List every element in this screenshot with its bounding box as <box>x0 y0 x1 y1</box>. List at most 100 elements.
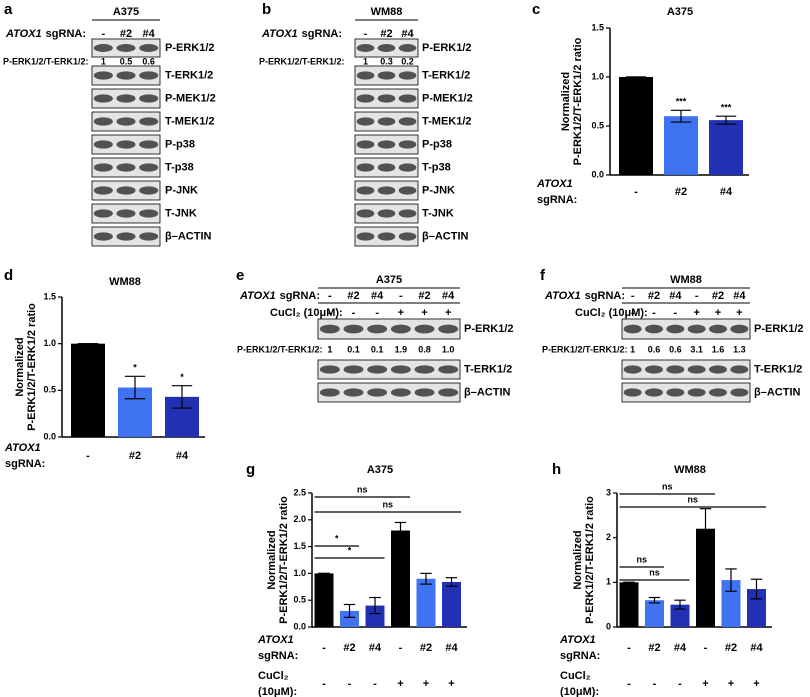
blot-strip <box>621 318 751 340</box>
lane-label: #4 <box>401 28 414 40</box>
panel-label: f <box>540 267 546 284</box>
category-label: ATOX1 <box>536 178 573 190</box>
ratio-value: 0.3 <box>380 56 393 66</box>
ratio-value: 0.8 <box>418 344 431 354</box>
lane-label: - <box>631 307 635 319</box>
ratio-label: P-ERK1/2/T-ERK1/2: <box>542 344 628 354</box>
bar <box>696 528 715 627</box>
ratio-value: 1 <box>363 56 368 66</box>
significance: * <box>133 363 137 373</box>
y-tick-label: 1.5 <box>43 291 56 301</box>
blot-strip <box>621 359 751 380</box>
lane-label: - <box>652 307 656 319</box>
x-tick-label: - <box>322 678 326 690</box>
band <box>377 163 396 172</box>
band <box>666 324 685 334</box>
lane-label: - <box>695 290 699 302</box>
band <box>356 71 375 80</box>
gene-name: ATOX1 <box>239 290 276 302</box>
band <box>730 324 749 334</box>
x-tick-label: + <box>397 678 403 690</box>
band <box>730 388 749 397</box>
x-tick-label: + <box>702 678 708 690</box>
band-label: P-JNK <box>165 184 198 196</box>
lane-label: - <box>352 307 356 319</box>
x-tick-label: - <box>373 678 377 690</box>
band <box>356 140 375 149</box>
band <box>139 209 159 218</box>
lane-label: #2 <box>712 290 724 302</box>
lane-label: - <box>328 307 332 319</box>
band <box>116 232 136 241</box>
x-tick-label: #2 <box>420 642 432 654</box>
x-tick-label: #4 <box>750 642 763 654</box>
lane-label: - <box>101 28 105 40</box>
ratio-value: 1.6 <box>712 344 725 354</box>
band-label: T-ERK1/2 <box>422 69 470 81</box>
x-tick-label: - <box>678 678 682 690</box>
band <box>398 232 417 241</box>
band <box>666 365 685 374</box>
row-label-suffix: sgRNA: <box>585 290 625 302</box>
x-tick-label: #4 <box>720 186 733 198</box>
category-label: ATOX1 <box>559 634 596 646</box>
band <box>414 324 435 334</box>
band-label: P-MEK1/2 <box>422 92 473 104</box>
band <box>398 163 417 172</box>
band <box>116 163 136 172</box>
x-tick-label: + <box>753 678 759 690</box>
gene-name: ATOX1 <box>5 28 42 40</box>
band <box>93 117 113 126</box>
band <box>116 117 136 126</box>
band-label: T-ERK1/2 <box>464 363 512 375</box>
bracket-label: ns <box>382 499 393 509</box>
band <box>93 44 113 52</box>
row-label: ATOX1 sgRNA: <box>544 290 625 302</box>
band <box>93 71 113 80</box>
band <box>398 209 417 218</box>
lane-label: #2 <box>418 290 430 302</box>
band-label: P-ERK1/2 <box>422 42 472 54</box>
ratio-value: 0.2 <box>401 56 414 66</box>
band <box>319 365 340 374</box>
band <box>398 44 417 52</box>
y-tick-label: 1.0 <box>43 338 56 348</box>
band <box>623 324 642 334</box>
band <box>367 365 388 374</box>
band <box>709 365 727 374</box>
band-label: β–ACTIN <box>422 230 468 242</box>
band-label: P-p38 <box>165 138 195 150</box>
panel-label: e <box>236 267 244 284</box>
y-tick-label: 1.5 <box>591 22 604 32</box>
band <box>356 209 375 218</box>
band-label: P-ERK1/2 <box>464 323 514 335</box>
lane-label: #4 <box>143 28 156 40</box>
bracket-label: ns <box>687 494 698 504</box>
lane-label: #4 <box>442 290 455 302</box>
chart-title: A375 <box>667 6 693 18</box>
y-tick-label: 1 <box>606 577 611 587</box>
x-tick-label: #2 <box>675 186 687 198</box>
band <box>93 232 113 241</box>
band-label: T-MEK1/2 <box>165 115 215 127</box>
category-label: sgRNA: <box>537 194 577 206</box>
lane-label: + <box>398 307 404 319</box>
blot-title: WM88 <box>670 274 702 286</box>
significance: *** <box>676 97 687 107</box>
lane-label: - <box>375 307 379 319</box>
band-label: T-JNK <box>165 207 197 219</box>
band <box>687 365 706 374</box>
y-tick-label: 0.5 <box>591 120 604 130</box>
treatment-label: (10μM): <box>560 686 599 697</box>
blot-strip <box>317 318 461 340</box>
band <box>356 163 375 172</box>
bracket-label: ns <box>636 554 647 564</box>
band <box>730 365 749 374</box>
band <box>343 365 364 374</box>
x-tick-label: + <box>728 678 734 690</box>
lane-label: #4 <box>733 290 746 302</box>
x-tick-label: - <box>653 678 657 690</box>
row-label: ATOX1 sgRNA: <box>5 28 86 40</box>
chart-title: A375 <box>367 464 393 476</box>
